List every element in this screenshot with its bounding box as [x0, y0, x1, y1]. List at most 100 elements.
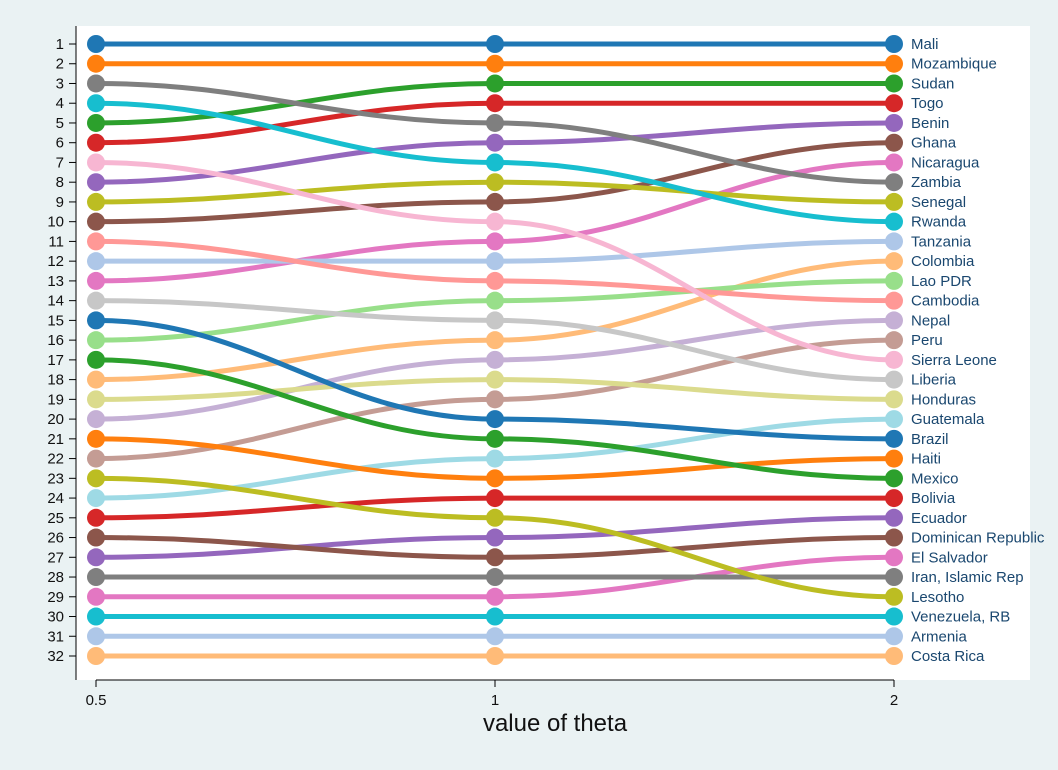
- series-label: Mexico: [911, 470, 959, 487]
- data-point: [486, 587, 504, 606]
- data-point: [486, 113, 504, 132]
- data-point: [486, 350, 504, 369]
- y-tick-label: 3: [56, 75, 64, 92]
- y-tick-label: 29: [47, 589, 64, 606]
- data-point: [87, 469, 105, 488]
- x-tick-label: 1: [491, 692, 499, 709]
- data-point: [885, 74, 903, 93]
- series-label: Armenia: [911, 628, 968, 645]
- series-label: El Salvador: [911, 549, 988, 566]
- data-point: [885, 370, 903, 389]
- series-label: Lesotho: [911, 589, 964, 606]
- series-label: Togo: [911, 95, 944, 112]
- data-point: [486, 54, 504, 73]
- data-point: [486, 469, 504, 488]
- series-label: Mali: [911, 36, 939, 53]
- x-tick-label: 2: [890, 692, 898, 709]
- series-label: Peru: [911, 332, 943, 349]
- y-tick-label: 11: [48, 233, 64, 250]
- data-point: [486, 94, 504, 113]
- data-point: [885, 489, 903, 508]
- y-tick-label: 27: [47, 549, 64, 566]
- y-tick-label: 20: [47, 411, 64, 428]
- data-point: [486, 212, 504, 231]
- series-label: Haiti: [911, 451, 941, 468]
- plot-area: [76, 26, 1030, 680]
- y-tick-label: 6: [56, 135, 64, 152]
- series-points: [87, 35, 903, 665]
- series-label: Nicaragua: [911, 154, 980, 171]
- x-tick-label: 0.5: [86, 692, 107, 709]
- series-label: Rwanda: [911, 214, 967, 231]
- data-point: [87, 548, 105, 567]
- series-label: Colombia: [911, 253, 975, 270]
- data-point: [87, 528, 105, 547]
- y-tick-label: 9: [56, 194, 64, 211]
- data-point: [87, 74, 105, 93]
- y-tick-label: 30: [47, 609, 64, 626]
- data-point: [486, 449, 504, 468]
- data-point: [885, 568, 903, 587]
- data-point: [87, 331, 105, 350]
- y-tick-label: 32: [47, 648, 64, 665]
- y-tick-label: 10: [47, 214, 64, 231]
- series-label: Honduras: [911, 391, 976, 408]
- series-label: Costa Rica: [911, 648, 985, 665]
- data-point: [486, 74, 504, 93]
- series-label: Venezuela, RB: [911, 609, 1010, 626]
- data-point: [885, 113, 903, 132]
- data-point: [885, 94, 903, 113]
- y-tick-label: 13: [47, 273, 64, 290]
- data-point: [885, 311, 903, 330]
- data-point: [885, 627, 903, 646]
- data-point: [885, 350, 903, 369]
- data-point: [87, 173, 105, 192]
- data-point: [87, 291, 105, 310]
- y-tick-label: 15: [47, 312, 64, 329]
- data-point: [486, 192, 504, 211]
- data-point: [87, 192, 105, 211]
- data-point: [885, 647, 903, 665]
- data-point: [486, 627, 504, 646]
- data-point: [87, 647, 105, 665]
- data-point: [486, 370, 504, 389]
- series-label: Tanzania: [911, 233, 972, 250]
- y-tick-label: 22: [47, 451, 64, 468]
- data-point: [87, 607, 105, 626]
- data-point: [885, 271, 903, 290]
- data-point: [885, 133, 903, 152]
- data-point: [87, 568, 105, 587]
- x-axis-title: value of theta: [483, 710, 628, 737]
- data-point: [87, 508, 105, 527]
- y-tick-label: 25: [47, 510, 64, 527]
- y-tick-label: 19: [47, 391, 64, 408]
- y-tick-label: 1: [56, 36, 64, 53]
- y-tick-label: 28: [47, 569, 64, 586]
- series-label: Nepal: [911, 312, 950, 329]
- data-point: [87, 153, 105, 172]
- data-point: [885, 528, 903, 547]
- y-tick-label: 12: [47, 253, 64, 270]
- data-point: [885, 587, 903, 606]
- data-point: [885, 469, 903, 488]
- data-point: [486, 568, 504, 587]
- data-point: [486, 429, 504, 448]
- data-point: [486, 607, 504, 626]
- data-point: [885, 449, 903, 468]
- data-point: [885, 508, 903, 527]
- series-labels: Mali Mozambique Sudan Togo Benin Ghana Nicarag…: [911, 36, 1045, 665]
- data-point: [87, 370, 105, 389]
- data-point: [87, 252, 105, 271]
- data-point: [885, 232, 903, 251]
- data-point: [87, 271, 105, 290]
- data-point: [885, 35, 903, 53]
- series-label: Brazil: [911, 431, 949, 448]
- data-point: [87, 627, 105, 646]
- series-label: Sierra Leone: [911, 352, 997, 369]
- axes: 1234567891011121314151617181920212223242…: [47, 26, 898, 709]
- data-point: [885, 429, 903, 448]
- data-point: [486, 133, 504, 152]
- data-point: [87, 94, 105, 113]
- data-point: [87, 113, 105, 132]
- y-tick-label: 4: [56, 95, 64, 112]
